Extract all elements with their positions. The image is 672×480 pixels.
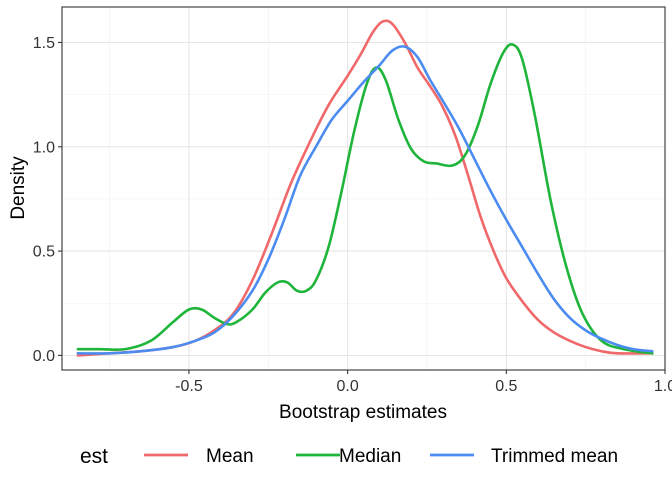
legend-item-mean: Mean	[144, 446, 254, 467]
y-tick-label: 1.5	[33, 35, 55, 52]
x-tick-label: 1.0	[654, 378, 672, 395]
y-tick-label: 0.5	[33, 244, 55, 261]
x-axis-title: Bootstrap estimates	[279, 402, 447, 423]
x-tick-label: -0.5	[175, 378, 203, 395]
legend-title: est	[80, 445, 108, 468]
y-tick-label: 1.0	[33, 139, 55, 156]
x-tick-label: 0.0	[337, 378, 359, 395]
y-tick-label: 0.0	[33, 348, 55, 365]
panel-border	[62, 7, 665, 370]
series-line-mean	[78, 21, 652, 356]
y-axis-title: Density	[8, 156, 29, 220]
legend-label-median: Median	[339, 446, 401, 467]
x-tick-label: 0.5	[495, 378, 517, 395]
grid	[62, 7, 665, 370]
legend: est Mean Median Trimmed mean	[80, 445, 618, 468]
legend-item-median: Median	[296, 446, 401, 467]
series-lines	[78, 21, 652, 356]
legend-item-trimmed-mean: Trimmed mean	[430, 446, 618, 467]
legend-label-trimmed-mean: Trimmed mean	[491, 446, 618, 467]
axis-ticks: -0.5 0.0 0.5 1.0 0.0 0.5 1.0 1.5	[33, 35, 672, 395]
legend-label-mean: Mean	[206, 446, 254, 467]
